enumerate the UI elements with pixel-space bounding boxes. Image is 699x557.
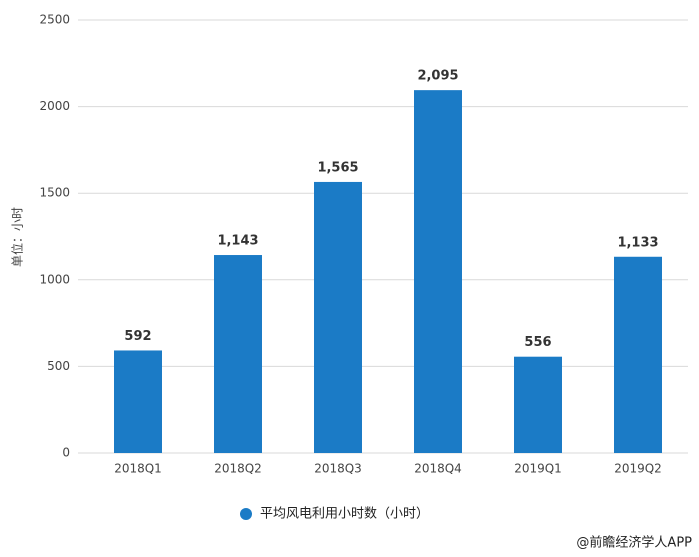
bar <box>614 256 662 453</box>
value-label: 1,565 <box>317 160 358 175</box>
x-tick-label: 2018Q2 <box>214 462 262 476</box>
bar <box>214 255 262 453</box>
source: @前瞻经济学人APP <box>576 535 692 551</box>
bar <box>414 90 462 454</box>
value-label: 592 <box>124 329 151 344</box>
x-tick-label: 2019Q1 <box>514 462 562 476</box>
bar <box>114 350 162 453</box>
y-tick-label: 2500 <box>39 13 70 27</box>
y-tick-label: 0 <box>62 446 70 460</box>
value-label: 1,143 <box>217 234 258 249</box>
y-tick-label: 1000 <box>39 272 70 286</box>
value-label: 1,133 <box>617 235 658 250</box>
value-label: 556 <box>524 335 551 350</box>
x-tick-label: 2018Q3 <box>314 462 362 476</box>
legend-marker <box>240 508 252 520</box>
legend-label: 平均风电利用小时数（小时） <box>260 507 429 522</box>
x-tick-label: 2018Q4 <box>414 462 462 476</box>
y-tick-label: 2000 <box>39 99 70 113</box>
x-tick-label: 2019Q2 <box>614 462 662 476</box>
value-label: 2,095 <box>417 69 458 84</box>
bar <box>514 356 562 453</box>
y-tick-label: 1500 <box>39 186 70 200</box>
bar <box>314 181 362 453</box>
y-axis-label: 单位：小时 <box>10 207 25 267</box>
y-tick-label: 500 <box>47 359 70 373</box>
x-tick-label: 2018Q1 <box>114 462 162 476</box>
